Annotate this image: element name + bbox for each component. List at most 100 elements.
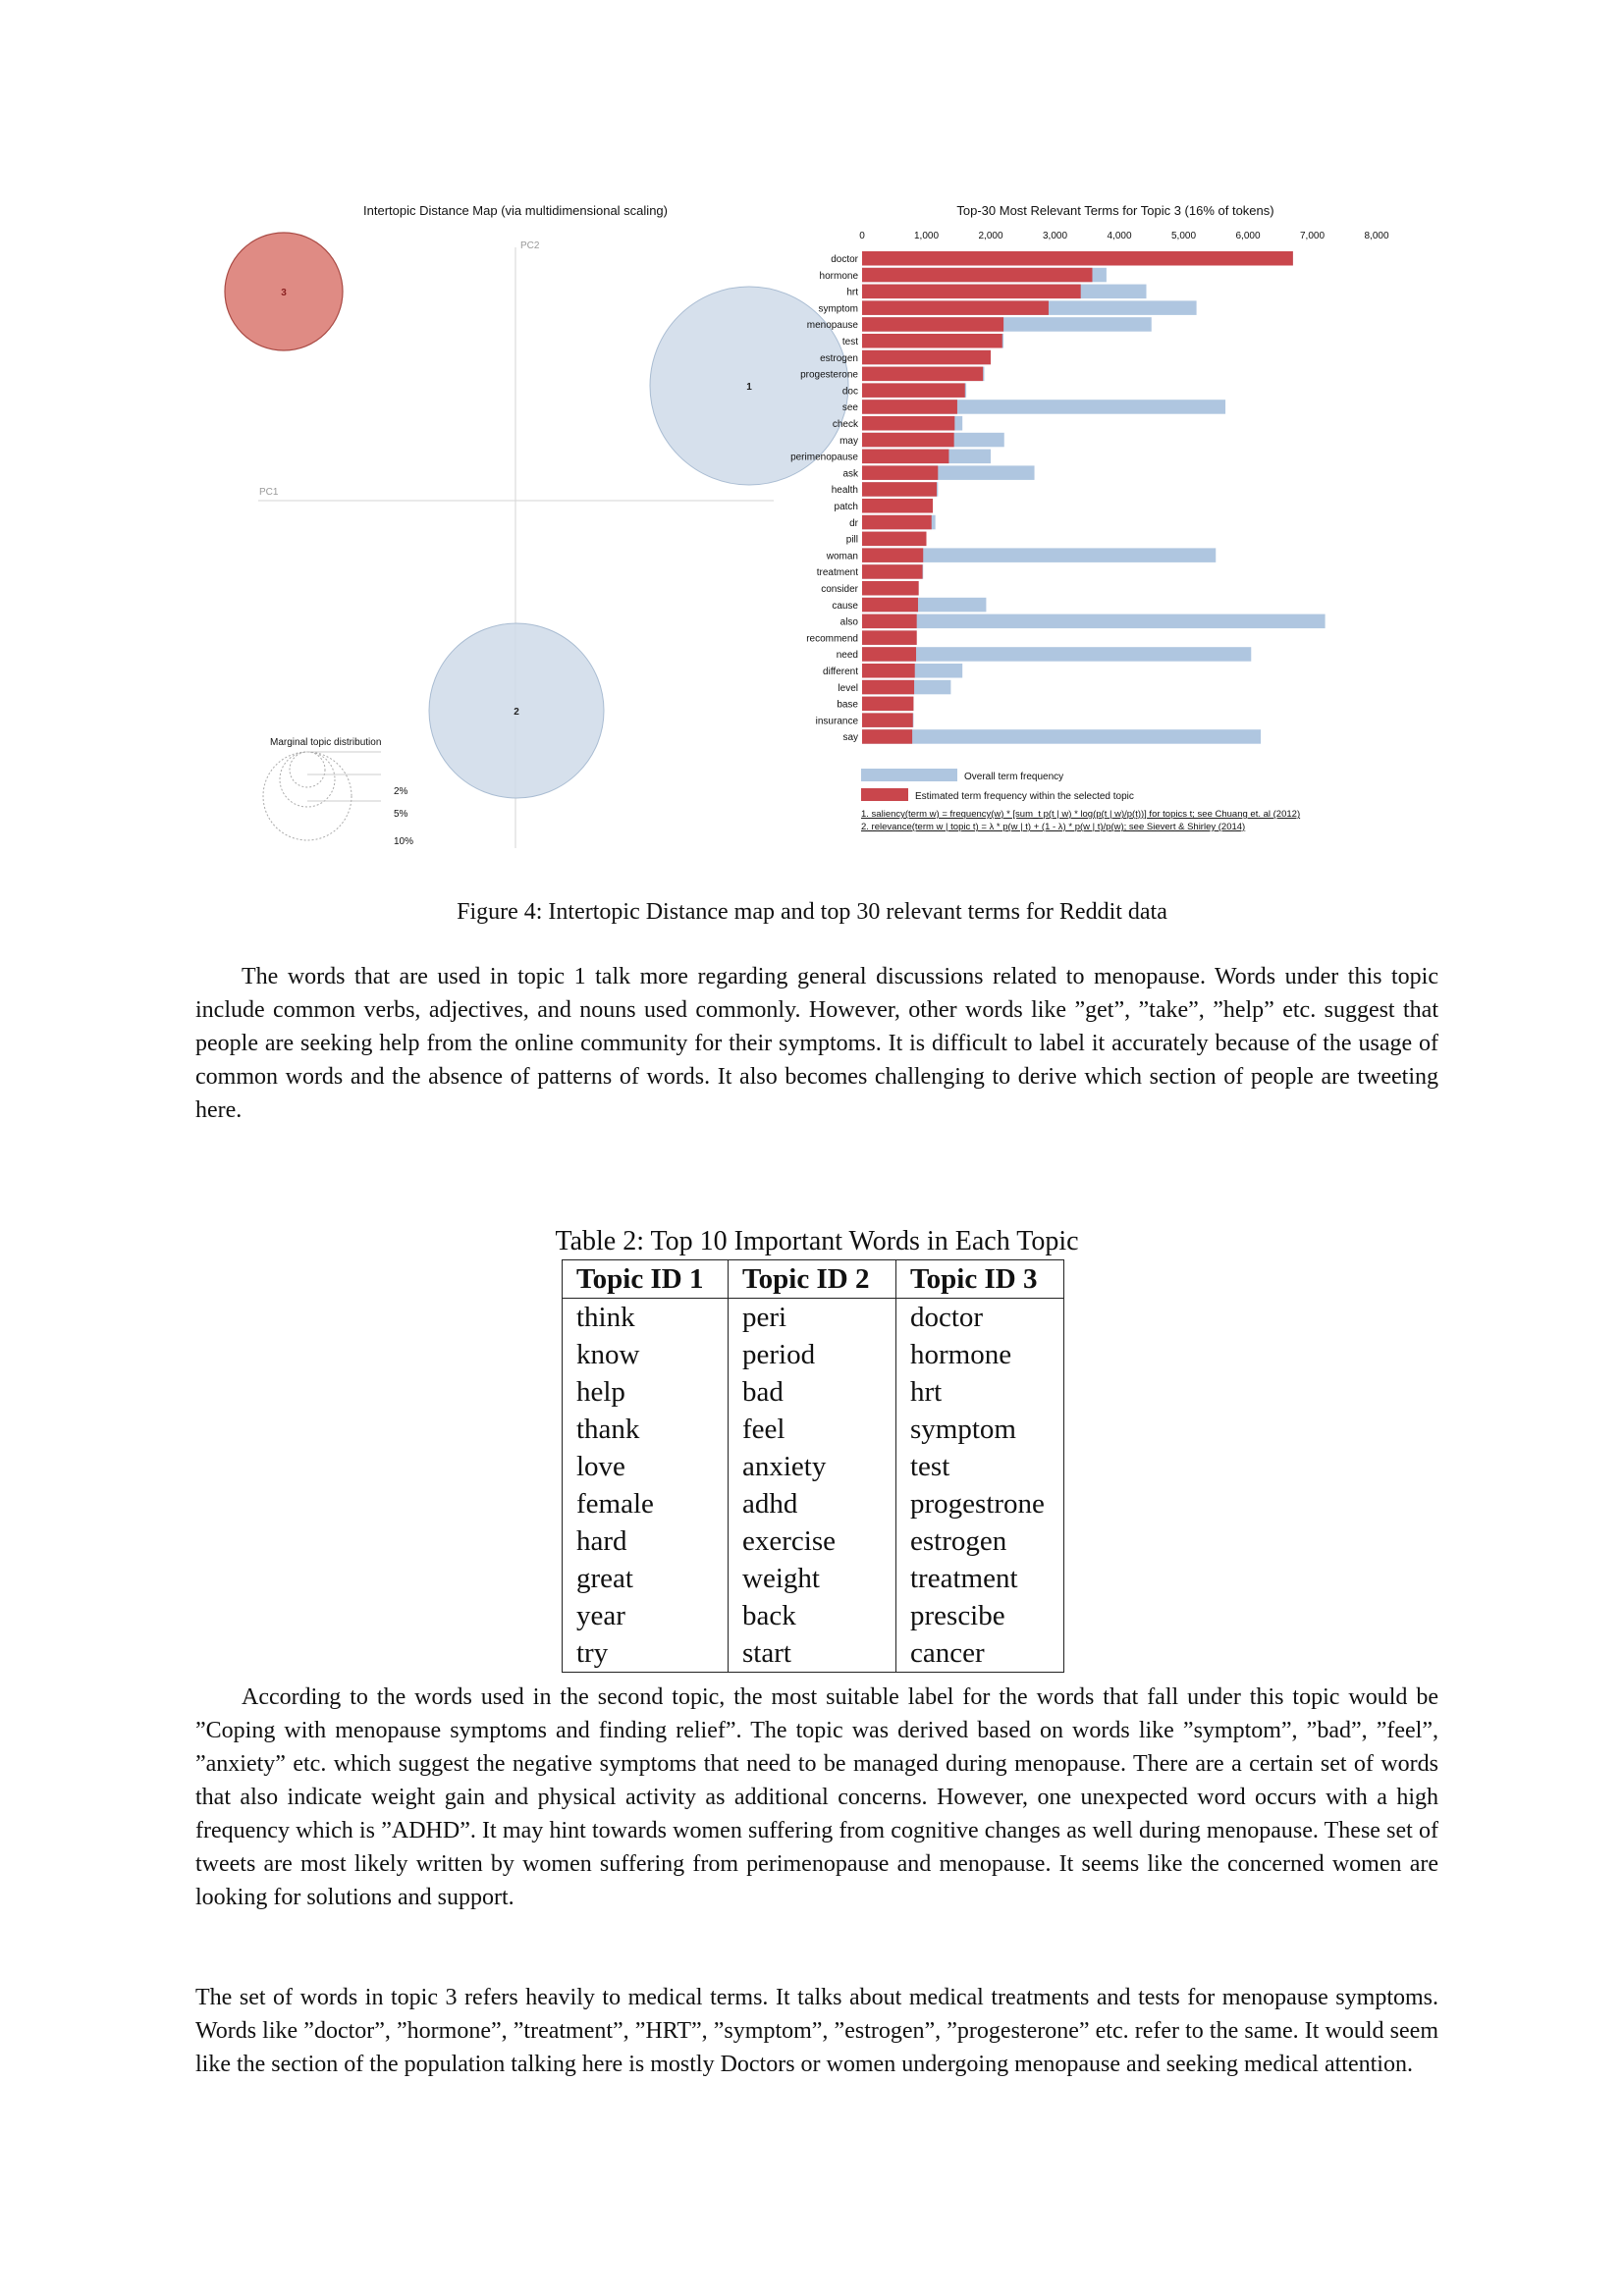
topic-frequency-bar[interactable] [862,514,932,530]
topic-frequency-bar[interactable] [862,349,991,365]
relevance-footnote[interactable]: 2. relevance(term w | topic t) = λ * p(w… [861,822,1245,832]
topic-frequency-bar[interactable] [862,499,934,513]
table-cell: estrogen [895,1522,1064,1560]
topic-label-2: 2 [514,707,519,718]
term-label[interactable]: need [837,650,858,661]
marginal-circle-2 [289,751,326,788]
table-cell: peri [728,1298,896,1336]
table-cell: test [895,1448,1064,1485]
topic-frequency-bar[interactable] [862,548,924,562]
table-cell: love [562,1448,729,1485]
topic-frequency-bar[interactable] [862,729,913,744]
term-label[interactable]: ask [842,468,859,479]
topic-frequency-bar[interactable] [862,284,1081,299]
table-cell: year [562,1597,729,1634]
topic-frequency-bar[interactable] [862,564,923,579]
table-header-row: Topic ID 1 Topic ID 2 Topic ID 3 [562,1259,1064,1299]
pc2-label: PC2 [520,240,540,251]
topic-frequency-bar[interactable] [862,630,917,645]
topic-frequency-bar[interactable] [862,300,1049,315]
term-label[interactable]: say [842,732,858,743]
saliency-footnote[interactable]: 1. saliency(term w) = frequency(w) * [su… [861,809,1300,820]
topic-frequency-bar[interactable] [862,696,914,712]
term-label[interactable]: symptom [818,303,858,314]
term-label[interactable]: test [842,337,858,347]
term-label[interactable]: cause [832,601,858,612]
term-label[interactable]: hrt [846,288,858,298]
topic-frequency-bar[interactable] [862,383,965,398]
table-cell: female [562,1485,729,1522]
term-label[interactable]: recommend [806,633,858,644]
overall-frequency-bar[interactable] [862,729,1262,744]
topic-frequency-bar[interactable] [862,614,917,629]
topic-frequency-bar[interactable] [862,647,917,662]
topic-frequency-bar[interactable] [862,531,927,547]
topic-frequency-bar[interactable] [862,713,913,727]
topic-frequency-bar[interactable] [862,465,939,480]
topic-bubble-2[interactable] [428,622,605,799]
term-label[interactable]: hormone [820,271,859,282]
overall-frequency-bar[interactable] [862,548,1217,562]
term-label[interactable]: treatment [817,567,858,578]
term-label[interactable]: consider [821,584,858,595]
table-cell: hrt [895,1373,1064,1411]
topic-frequency-bar[interactable] [862,317,1004,332]
term-label[interactable]: patch [835,502,858,512]
term-label[interactable]: insurance [816,716,859,726]
term-label[interactable]: health [832,485,858,496]
table-row: thank feel symptom [562,1411,1064,1448]
table-cell: treatment [895,1560,1064,1597]
topic-frequency-bar[interactable] [862,251,1293,266]
table-cell: try [562,1634,729,1673]
table-header-cell: Topic ID 3 [895,1259,1064,1299]
bar-chart-title: Top-30 Most Relevant Terms for Topic 3 (… [956,203,1273,218]
x-tick-label: 3,000 [1043,231,1067,241]
term-label[interactable]: progesterone [800,370,858,381]
topic-frequency-bar[interactable] [862,416,955,431]
table-cell: progestrone [895,1485,1064,1522]
topic-frequency-bar[interactable] [862,581,919,596]
legend-estimated-label: Estimated term frequency within the sele… [915,791,1134,802]
term-label[interactable]: menopause [807,320,859,331]
topic-frequency-bar[interactable] [862,366,984,382]
term-label[interactable]: base [837,700,858,711]
term-label[interactable]: perimenopause [790,453,858,463]
topic-bubble-1[interactable] [649,286,849,486]
topic-frequency-bar[interactable] [862,664,915,678]
topic-frequency-bar[interactable] [862,334,1002,348]
term-label[interactable]: level [838,683,858,694]
topic-bubble-3[interactable] [224,232,344,351]
term-label[interactable]: different [823,667,858,677]
table-cell: doctor [895,1298,1064,1336]
ldavis-figure: Intertopic Distance Map (via multidimens… [224,190,1406,868]
term-label[interactable]: estrogen [820,353,858,364]
topic-frequency-bar[interactable] [862,482,937,497]
table-row: help bad hrt [562,1373,1064,1411]
topic-frequency-bar[interactable] [862,597,918,613]
term-label[interactable]: see [842,402,859,413]
term-label[interactable]: woman [826,551,858,561]
overall-frequency-bar[interactable] [862,647,1252,662]
bar-chart-rows: doctor hormone hrt symptom menopause test estr… [790,251,1326,744]
topic-frequency-bar[interactable] [862,449,949,464]
table-caption: Table 2: Top 10 Important Words in Each … [555,1226,1079,1256]
topic-frequency-bar[interactable] [862,267,1093,283]
marginal-level-5: 5% [394,809,408,820]
marginal-circle-10 [262,751,352,841]
x-tick-label: 8,000 [1364,231,1388,241]
term-label[interactable]: pill [846,535,858,546]
term-label[interactable]: may [839,436,858,447]
term-label[interactable]: doc [842,386,858,397]
table-cell: hard [562,1522,729,1560]
term-label[interactable]: check [833,419,859,430]
term-label[interactable]: also [840,617,859,628]
table-cell: great [562,1560,729,1597]
topic-frequency-bar[interactable] [862,679,915,695]
term-label[interactable]: dr [849,518,859,529]
topic-frequency-bar[interactable] [862,432,954,448]
topic-frequency-bar[interactable] [862,400,957,414]
overall-frequency-bar[interactable] [862,614,1326,629]
table-cell: bad [728,1373,896,1411]
term-label[interactable]: doctor [831,254,858,265]
table-cell: hormone [895,1336,1064,1373]
